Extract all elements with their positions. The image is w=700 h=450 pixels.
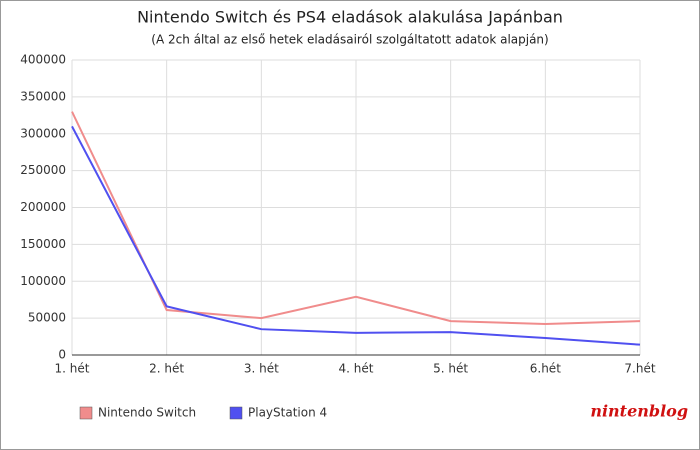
watermark: nintenblog bbox=[590, 402, 688, 421]
y-tick-label: 300000 bbox=[20, 126, 66, 140]
y-tick-label: 250000 bbox=[20, 163, 66, 177]
chart-subtitle: (A 2ch által az első hetek eladásairól s… bbox=[151, 33, 548, 47]
legend-swatch bbox=[79, 406, 93, 420]
y-tick-label: 150000 bbox=[20, 237, 66, 251]
x-tick-label: 5. hét bbox=[433, 362, 468, 376]
y-tick-label: 50000 bbox=[28, 311, 66, 325]
legend-label: PlayStation 4 bbox=[248, 406, 327, 420]
y-tick-label: 350000 bbox=[20, 89, 66, 103]
y-tick-label: 400000 bbox=[20, 53, 66, 67]
x-tick-label: 2. hét bbox=[149, 362, 184, 376]
chart-title: Nintendo Switch és PS4 eladások alakulás… bbox=[137, 8, 563, 27]
legend-swatch bbox=[229, 406, 243, 420]
y-tick-label: 100000 bbox=[20, 274, 66, 288]
y-tick-label: 200000 bbox=[20, 200, 66, 214]
y-tick-label: 0 bbox=[58, 348, 66, 362]
x-tick-label: 6.hét bbox=[530, 362, 561, 376]
x-tick-label: 3. hét bbox=[244, 362, 279, 376]
series-line bbox=[71, 111, 641, 326]
series-line bbox=[71, 125, 641, 346]
x-tick-label: 4. hét bbox=[339, 362, 374, 376]
x-tick-label: 1. hét bbox=[55, 362, 90, 376]
legend-label: Nintendo Switch bbox=[98, 406, 196, 420]
x-tick-label: 7.hét bbox=[624, 362, 655, 376]
